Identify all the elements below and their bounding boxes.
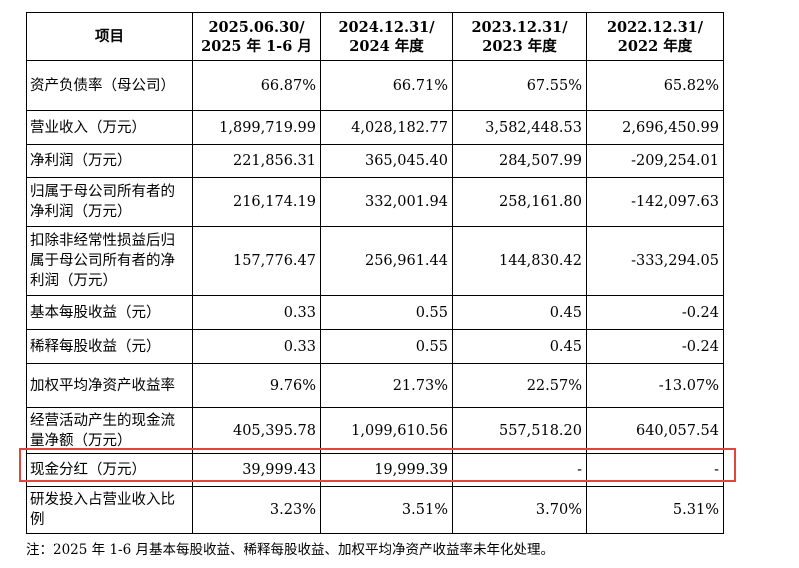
cell-value: 4,028,182.77 [320,110,453,145]
row-label: 经营活动产生的现金流量净额（万元） [26,407,193,454]
cell-value: 66.87% [192,60,321,111]
row-label: 归属于母公司所有者的净利润（万元） [26,177,193,227]
table-row: 净利润（万元） 221,856.31 365,045.40 284,507.99… [26,144,724,178]
cell-value: 405,395.78 [192,407,321,454]
cell-value: 5.31% [586,486,724,534]
cell-value: 0.33 [192,295,321,330]
cell-value: 21.73% [320,363,453,408]
cell-value: 66.71% [320,60,453,111]
cell-value: 144,830.42 [452,226,587,296]
row-label: 基本每股收益（元） [26,295,193,330]
financial-indicators-table: 项目 2025.06.30/2025 年 1-6 月 2024.12.31/20… [26,12,724,534]
cell-value: 3.70% [452,486,587,534]
table-row-cash-dividend: 现金分红（万元） 39,999.43 19,999.39 - - [26,453,724,487]
row-label: 加权平均净资产收益率 [26,363,193,408]
cell-value: 0.55 [320,329,453,364]
cell-value: 9.76% [192,363,321,408]
table-row: 加权平均净资产收益率 9.76% 21.73% 22.57% -13.07% [26,363,724,408]
cell-value: 256,961.44 [320,226,453,296]
cell-value: 258,161.80 [452,177,587,227]
table-row: 资产负债率（母公司） 66.87% 66.71% 67.55% 65.82% [26,60,724,111]
table-row: 稀释每股收益（元） 0.33 0.55 0.45 -0.24 [26,329,724,364]
cell-value: 39,999.43 [192,453,321,487]
header-2024: 2024.12.31/2024 年度 [320,12,453,61]
cell-value: -209,254.01 [586,144,724,178]
cell-value: 0.45 [452,329,587,364]
table-row: 扣除非经常性损益后归属于母公司所有者的净利润（万元） 157,776.47 25… [26,226,724,296]
cell-value: 640,057.54 [586,407,724,454]
cell-value: 0.55 [320,295,453,330]
cell-value: 3,582,448.53 [452,110,587,145]
cell-value: - [586,453,724,487]
cell-value: -142,097.63 [586,177,724,227]
cell-value: 557,518.20 [452,407,587,454]
cell-value: 3.51% [320,486,453,534]
row-label: 净利润（万元） [26,144,193,178]
cell-value: 157,776.47 [192,226,321,296]
cell-value: -333,294.05 [586,226,724,296]
cell-value: 22.57% [452,363,587,408]
cell-value: 65.82% [586,60,724,111]
table-footnote: 注：2025 年 1-6 月基本每股收益、稀释每股收益、加权平均净资产收益率未年… [26,542,554,558]
row-label: 稀释每股收益（元） [26,329,193,364]
cell-value: 1,099,610.56 [320,407,453,454]
cell-value: -0.24 [586,329,724,364]
cell-value: 284,507.99 [452,144,587,178]
table-row: 基本每股收益（元） 0.33 0.55 0.45 -0.24 [26,295,724,330]
header-item: 项目 [26,12,193,61]
row-label: 资产负债率（母公司） [26,60,193,111]
cell-value: 0.33 [192,329,321,364]
header-2023: 2023.12.31/2023 年度 [452,12,587,61]
cell-value: - [452,453,587,487]
cell-value: 3.23% [192,486,321,534]
table-row: 研发投入占营业收入比例 3.23% 3.51% 3.70% 5.31% [26,486,724,534]
table-header-row: 项目 2025.06.30/2025 年 1-6 月 2024.12.31/20… [26,12,724,61]
row-label: 营业收入（万元） [26,110,193,145]
row-label: 现金分红（万元） [26,453,193,487]
table-row: 经营活动产生的现金流量净额（万元） 405,395.78 1,099,610.5… [26,407,724,454]
row-label: 扣除非经常性损益后归属于母公司所有者的净利润（万元） [26,226,193,296]
cell-value: 216,174.19 [192,177,321,227]
header-2022: 2022.12.31/2022 年度 [586,12,724,61]
cell-value: -0.24 [586,295,724,330]
cell-value: 1,899,719.99 [192,110,321,145]
cell-value: -13.07% [586,363,724,408]
cell-value: 365,045.40 [320,144,453,178]
cell-value: 2,696,450.99 [586,110,724,145]
header-2025h1: 2025.06.30/2025 年 1-6 月 [192,12,321,61]
cell-value: 19,999.39 [320,453,453,487]
table-row: 营业收入（万元） 1,899,719.99 4,028,182.77 3,582… [26,110,724,145]
cell-value: 67.55% [452,60,587,111]
row-label: 研发投入占营业收入比例 [26,486,193,534]
cell-value: 332,001.94 [320,177,453,227]
cell-value: 221,856.31 [192,144,321,178]
cell-value: 0.45 [452,295,587,330]
table-row: 归属于母公司所有者的净利润（万元） 216,174.19 332,001.94 … [26,177,724,227]
